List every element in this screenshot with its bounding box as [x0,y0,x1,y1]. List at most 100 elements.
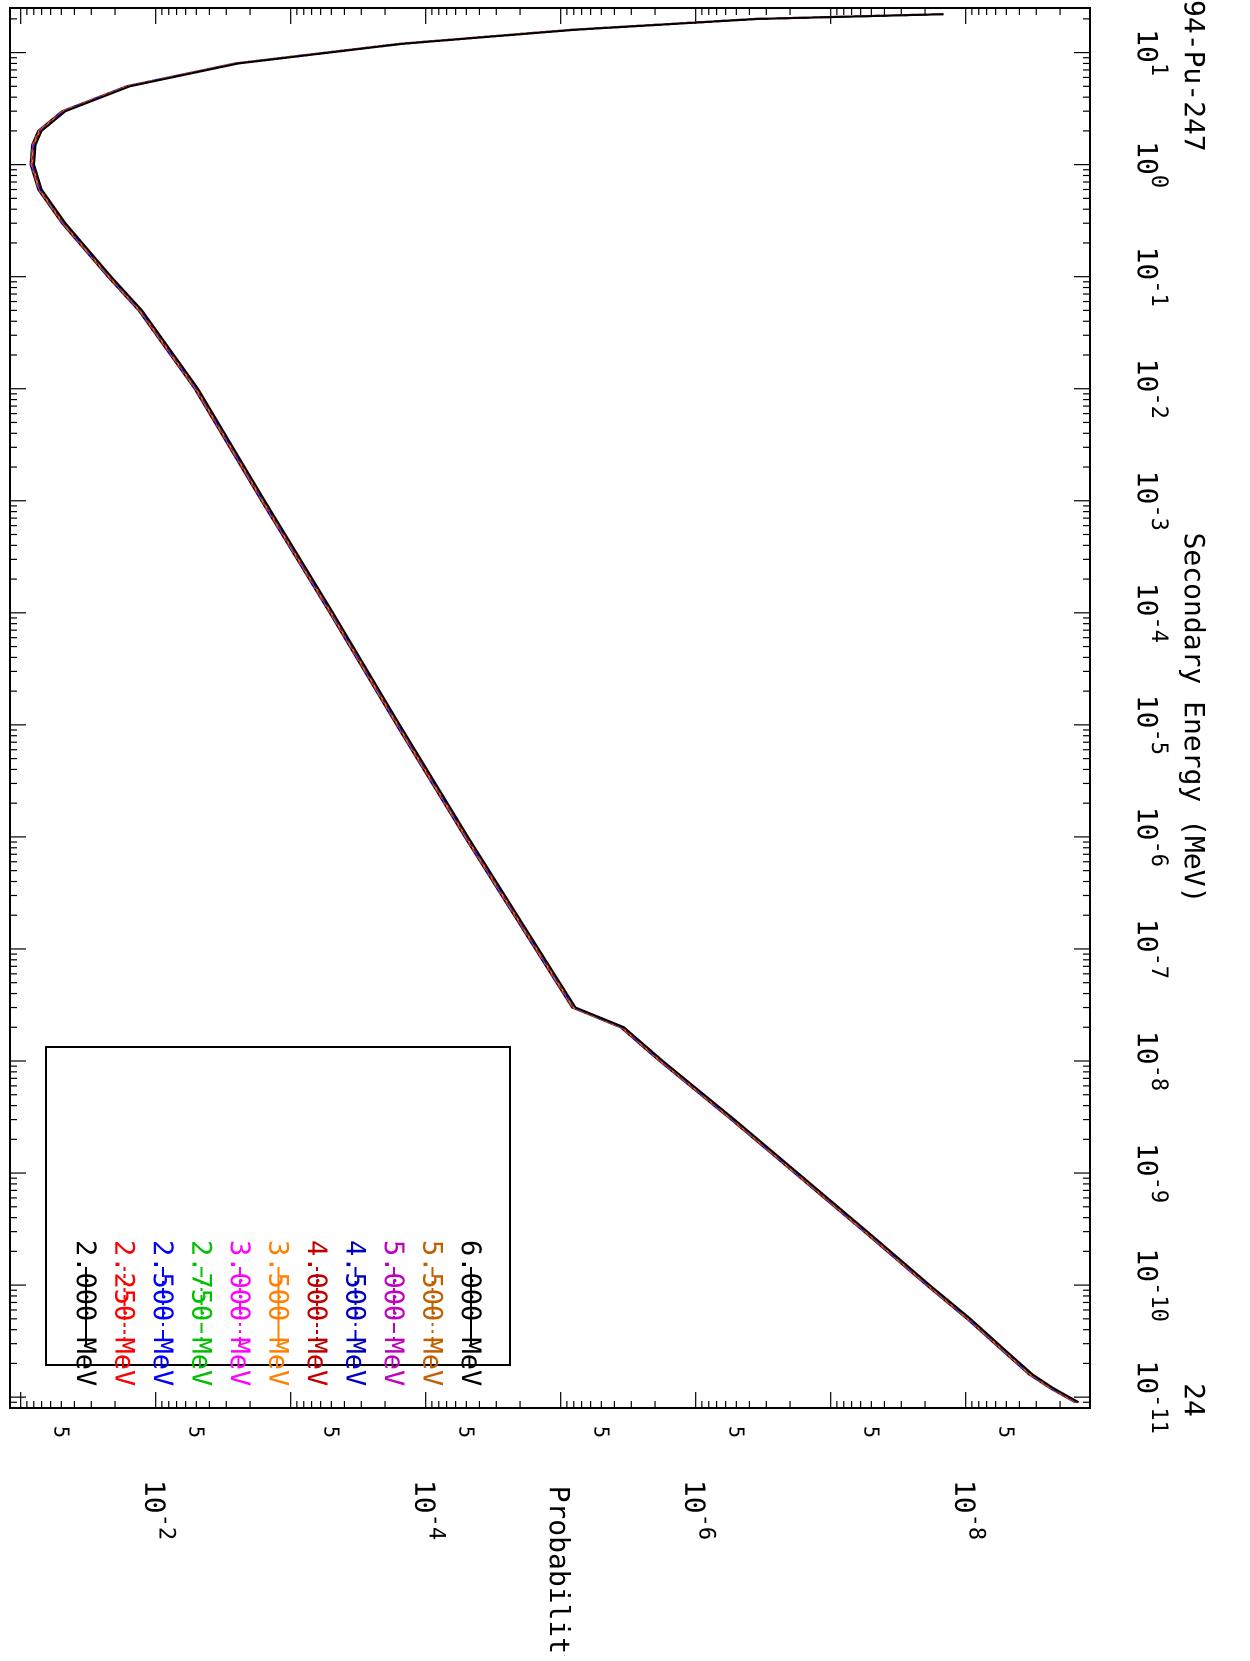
x-tick-label: 10-4 [1131,583,1171,643]
x-tick-label-base: 10 [1131,1031,1164,1065]
y-tick-label: 10-6 [679,1480,719,1540]
y-minor-label-text: 5 [49,1426,73,1438]
x-tick-label: 10-11 [1131,1360,1171,1433]
legend-label: 3.000 MeV [224,1240,255,1386]
legend-label: 4.500 MeV [340,1240,371,1386]
y-tick-label-base: 10 [949,1480,982,1514]
x-tick-label-text: 100 [1131,141,1171,188]
x-tick-label-exponent: -8 [1146,1065,1171,1092]
legend-label: 2.750 MeV [186,1240,217,1386]
x-tick-label-base: 10 [1131,919,1164,953]
legend: 2.000 MeV 2.250 MeV 2.500 MeV 2.750 MeV 3.00… [45,1046,511,1386]
y-tick-label: 10-8 [949,1480,989,1540]
series-line-6-000-mev [33,13,1080,1404]
y-axis-title-text: Probability/MeV [543,1486,576,1656]
x-tick-label-base: 10 [1131,359,1164,393]
y-tick-label-exponent: -8 [964,1514,989,1541]
x-tick-label-exponent: -3 [1146,504,1171,531]
x-tick-label-text: 10-9 [1131,1143,1171,1203]
x-axis-title-text: Secondary Energy (MeV) [1178,533,1211,904]
y-tick-label: 10-2 [139,1480,179,1540]
x-tick-label-exponent: -1 [1146,280,1171,307]
x-tick-label-text: 10-8 [1131,1031,1171,1091]
legend-label: 6.000 MeV [455,1240,486,1386]
x-tick-label-base: 10 [1131,695,1164,729]
x-tick-label: 10-1 [1131,247,1171,307]
footer-right-text: 94-Pu-247 [1178,0,1211,152]
x-tick-label-exponent: -6 [1146,841,1171,868]
x-tick-label-base: 10 [1131,1360,1164,1394]
x-tick-label-text: 10-11 [1131,1360,1171,1433]
y-minor-label: 5 [319,1426,343,1438]
y-minor-label-text: 5 [184,1426,208,1438]
plot-frame [9,7,1091,1409]
y-minor-label: 5 [859,1426,883,1438]
x-tick-label: 10-7 [1131,919,1171,979]
legend-label: 5.500 MeV [417,1240,448,1386]
y-minor-label-text: 5 [724,1426,748,1438]
legend-label: 4.000 MeV [301,1240,332,1386]
legend-entry: 4.000 MeV [301,1240,332,1386]
x-tick-label-base: 10 [1131,583,1164,617]
legend-label: 2.500 MeV [147,1240,178,1386]
x-tick-label-base: 10 [1131,29,1164,63]
y-tick-label-base: 10 [679,1480,712,1514]
y-tick-label-text: 10-2 [139,1480,179,1540]
labels-layer: 10-1110-1010-910-810-710-610-510-410-310… [49,0,1211,1661]
y-minor-label-text: 5 [859,1426,883,1438]
x-tick-label: 10-2 [1131,359,1171,419]
x-tick-label-exponent: -11 [1146,1394,1171,1434]
y-tick-label-text: 10-4 [409,1480,449,1540]
legend-entry: 5.500 MeV [417,1240,448,1386]
x-tick-label-exponent: -7 [1146,953,1171,980]
x-tick-label-text: 10-2 [1131,359,1171,419]
y-tick-label-exponent: -2 [154,1514,179,1541]
x-tick-label-text: 10-10 [1131,1248,1171,1321]
y-minor-label: 5 [454,1426,478,1438]
y-tick-label-text: 10-8 [949,1480,989,1540]
x-tick-label-exponent: -10 [1146,1282,1171,1322]
x-tick-label-exponent: -9 [1146,1177,1171,1204]
legend-entry: 3.000 MeV [224,1240,255,1386]
x-tick-label-text: 10-6 [1131,807,1171,867]
x-tick-label-exponent: 0 [1146,175,1171,188]
x-tick-label-text: 10-7 [1131,919,1171,979]
x-tick-label-exponent: 1 [1146,63,1171,76]
y-tick-label-base: 10 [409,1480,442,1514]
plot-layer [9,7,1091,1409]
legend-label: 2.000 MeV [70,1240,101,1386]
y-tick-label-base: 10 [139,1480,172,1514]
x-tick-label-base: 10 [1131,807,1164,841]
x-tick-label: 100 [1131,141,1171,188]
x-tick-label-base: 10 [1131,1248,1164,1282]
footer-left: 24 [1178,1383,1211,1417]
y-minor-label: 5 [49,1426,73,1438]
y-minor-label: 5 [724,1426,748,1438]
legend-label: 2.250 MeV [109,1240,140,1386]
x-tick-label: 10-9 [1131,1143,1171,1203]
y-tick-label: 10-4 [409,1480,449,1540]
y-minor-label-text: 5 [319,1426,343,1438]
y-tick-label-exponent: -6 [694,1514,719,1541]
y-minor-label: 5 [589,1426,613,1438]
y-tick-label-text: 10-6 [679,1480,719,1540]
x-tick-label-exponent: -2 [1146,392,1171,419]
x-tick-label-text: 10-5 [1131,695,1171,755]
x-tick-label-text: 10-3 [1131,471,1171,531]
x-tick-label-text: 101 [1131,29,1171,76]
x-tick-label-text: 10-1 [1131,247,1171,307]
x-tick-label-base: 10 [1131,1143,1164,1177]
y-minor-label-text: 5 [589,1426,613,1438]
x-tick-label: 101 [1131,29,1171,76]
x-tick-label: 10-6 [1131,807,1171,867]
x-tick-label: 10-8 [1131,1031,1171,1091]
y-minor-label-text: 5 [994,1426,1018,1438]
legend-entry: 4.500 MeV [340,1240,371,1386]
legend-entry: 3.500 MeV [263,1240,294,1386]
x-tick-label-exponent: -5 [1146,728,1171,755]
y-minor-label: 5 [184,1426,208,1438]
y-minor-label: 5 [994,1426,1018,1438]
x-tick-label: 10-10 [1131,1248,1171,1321]
y-axis-title: Probability/MeV [543,1486,576,1661]
